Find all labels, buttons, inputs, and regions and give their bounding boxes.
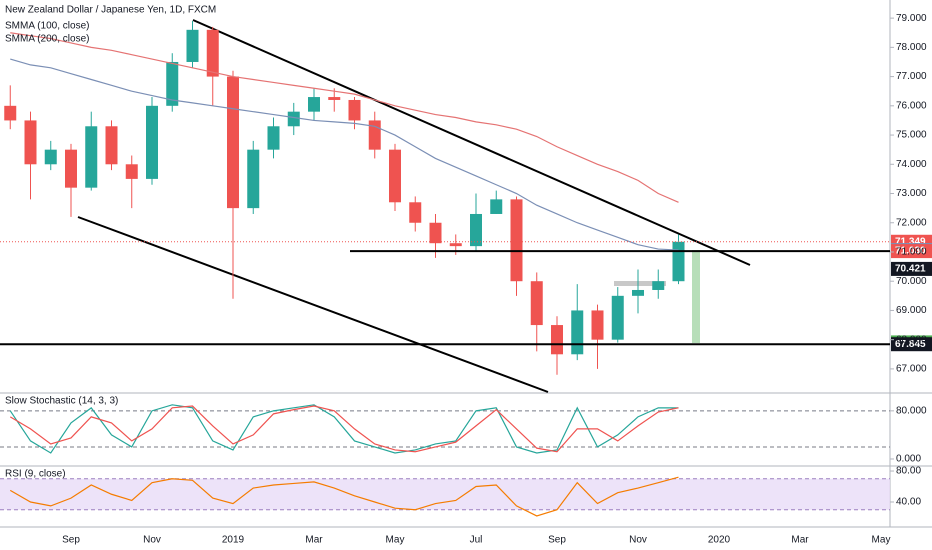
candle-body	[328, 97, 341, 100]
target-rect	[692, 250, 700, 343]
legend-entry: SMMA (100, close)	[5, 21, 89, 32]
series-line	[10, 32, 679, 203]
candle-body	[166, 61, 179, 106]
y-tick-label: 69.000	[896, 305, 927, 316]
series-line	[9, 476, 679, 517]
x-tick-label: Mar	[791, 535, 809, 546]
y-tick-label: 76.000	[896, 100, 927, 111]
chart-title: New Zealand Dollar / Japanese Yen, 1D, F…	[5, 5, 216, 16]
candle-body	[409, 202, 422, 223]
y-tick-label: 0.000	[896, 454, 921, 465]
candle-body	[672, 241, 685, 282]
y-tick-label: 67.000	[896, 364, 927, 375]
y-tick-label: 71.000	[896, 247, 927, 258]
candle-body	[470, 213, 482, 247]
pane-title: RSI (9, close)	[5, 469, 66, 480]
y-tick-label: 70.000	[896, 276, 927, 287]
y-tick-label: 72.000	[896, 217, 927, 228]
y-tick-label: 73.000	[896, 188, 927, 199]
candle-body	[632, 289, 644, 296]
x-tick-label: Nov	[629, 535, 647, 546]
y-tick-label: 75.000	[896, 130, 927, 141]
x-tick-label: 2020	[708, 535, 731, 546]
trend-line	[192, 19, 751, 266]
candle-body	[105, 126, 118, 165]
x-tick-label: Nov	[143, 535, 161, 546]
trend-line	[77, 216, 549, 393]
band	[0, 478, 890, 510]
candle-body	[591, 310, 604, 340]
candle-body	[429, 222, 442, 244]
candle-body	[449, 243, 462, 247]
candle-body	[186, 29, 199, 62]
candle-body	[44, 149, 57, 165]
y-tick-label: 78.000	[896, 42, 927, 53]
x-tick-label: 2019	[222, 535, 245, 546]
candle-body	[389, 149, 401, 203]
candle-body	[85, 126, 98, 188]
candle-body	[551, 325, 563, 355]
y-tick-label: 74.000	[896, 159, 927, 170]
series-line	[9, 405, 679, 453]
y-tick-label: 68.000	[896, 334, 927, 345]
candle-body	[146, 105, 158, 179]
price-label: 70.421	[895, 264, 926, 275]
series-line	[10, 58, 679, 251]
candle-body	[247, 149, 260, 209]
candle-body	[652, 281, 665, 290]
candle-body	[308, 97, 320, 112]
candle-body	[490, 199, 503, 214]
candle-body	[571, 310, 584, 355]
x-tick-label: May	[872, 535, 891, 546]
candle-body	[24, 120, 37, 165]
candle-body	[4, 105, 17, 121]
legend-entry: SMMA (200, close)	[5, 34, 89, 45]
x-tick-label: Sep	[62, 535, 80, 546]
y-tick-label: 80.00	[896, 466, 921, 477]
candle-body	[348, 99, 361, 121]
candle-body	[530, 281, 543, 326]
x-tick-label: May	[386, 535, 405, 546]
y-tick-label: 79.000	[896, 13, 927, 24]
x-tick-label: Jul	[470, 535, 483, 546]
x-tick-label: Mar	[305, 535, 323, 546]
y-tick-label: 80.000	[896, 405, 927, 416]
y-tick-label: 77.000	[896, 71, 927, 82]
series-line	[9, 404, 679, 454]
candle-body	[510, 199, 523, 282]
candle-body	[611, 295, 624, 340]
price-label-bg	[891, 337, 932, 352]
candle-body	[125, 164, 138, 179]
zone-rect	[614, 281, 666, 286]
candle-body	[267, 126, 280, 150]
candle-body	[227, 76, 239, 209]
y-tick-label: 40.00	[896, 497, 921, 508]
candle-body	[368, 120, 381, 150]
candle-body	[65, 149, 77, 188]
price-label: 71.349	[895, 236, 926, 247]
price-label: 67.845	[895, 339, 926, 350]
price-label-bg	[891, 244, 932, 259]
price-label-bg	[891, 261, 932, 276]
pane-title: Slow Stochastic (14, 3, 3)	[5, 395, 118, 406]
price-label: 71.030	[895, 246, 926, 257]
x-tick-label: Sep	[548, 535, 566, 546]
candle-body	[287, 111, 300, 127]
candle-body	[206, 29, 219, 77]
